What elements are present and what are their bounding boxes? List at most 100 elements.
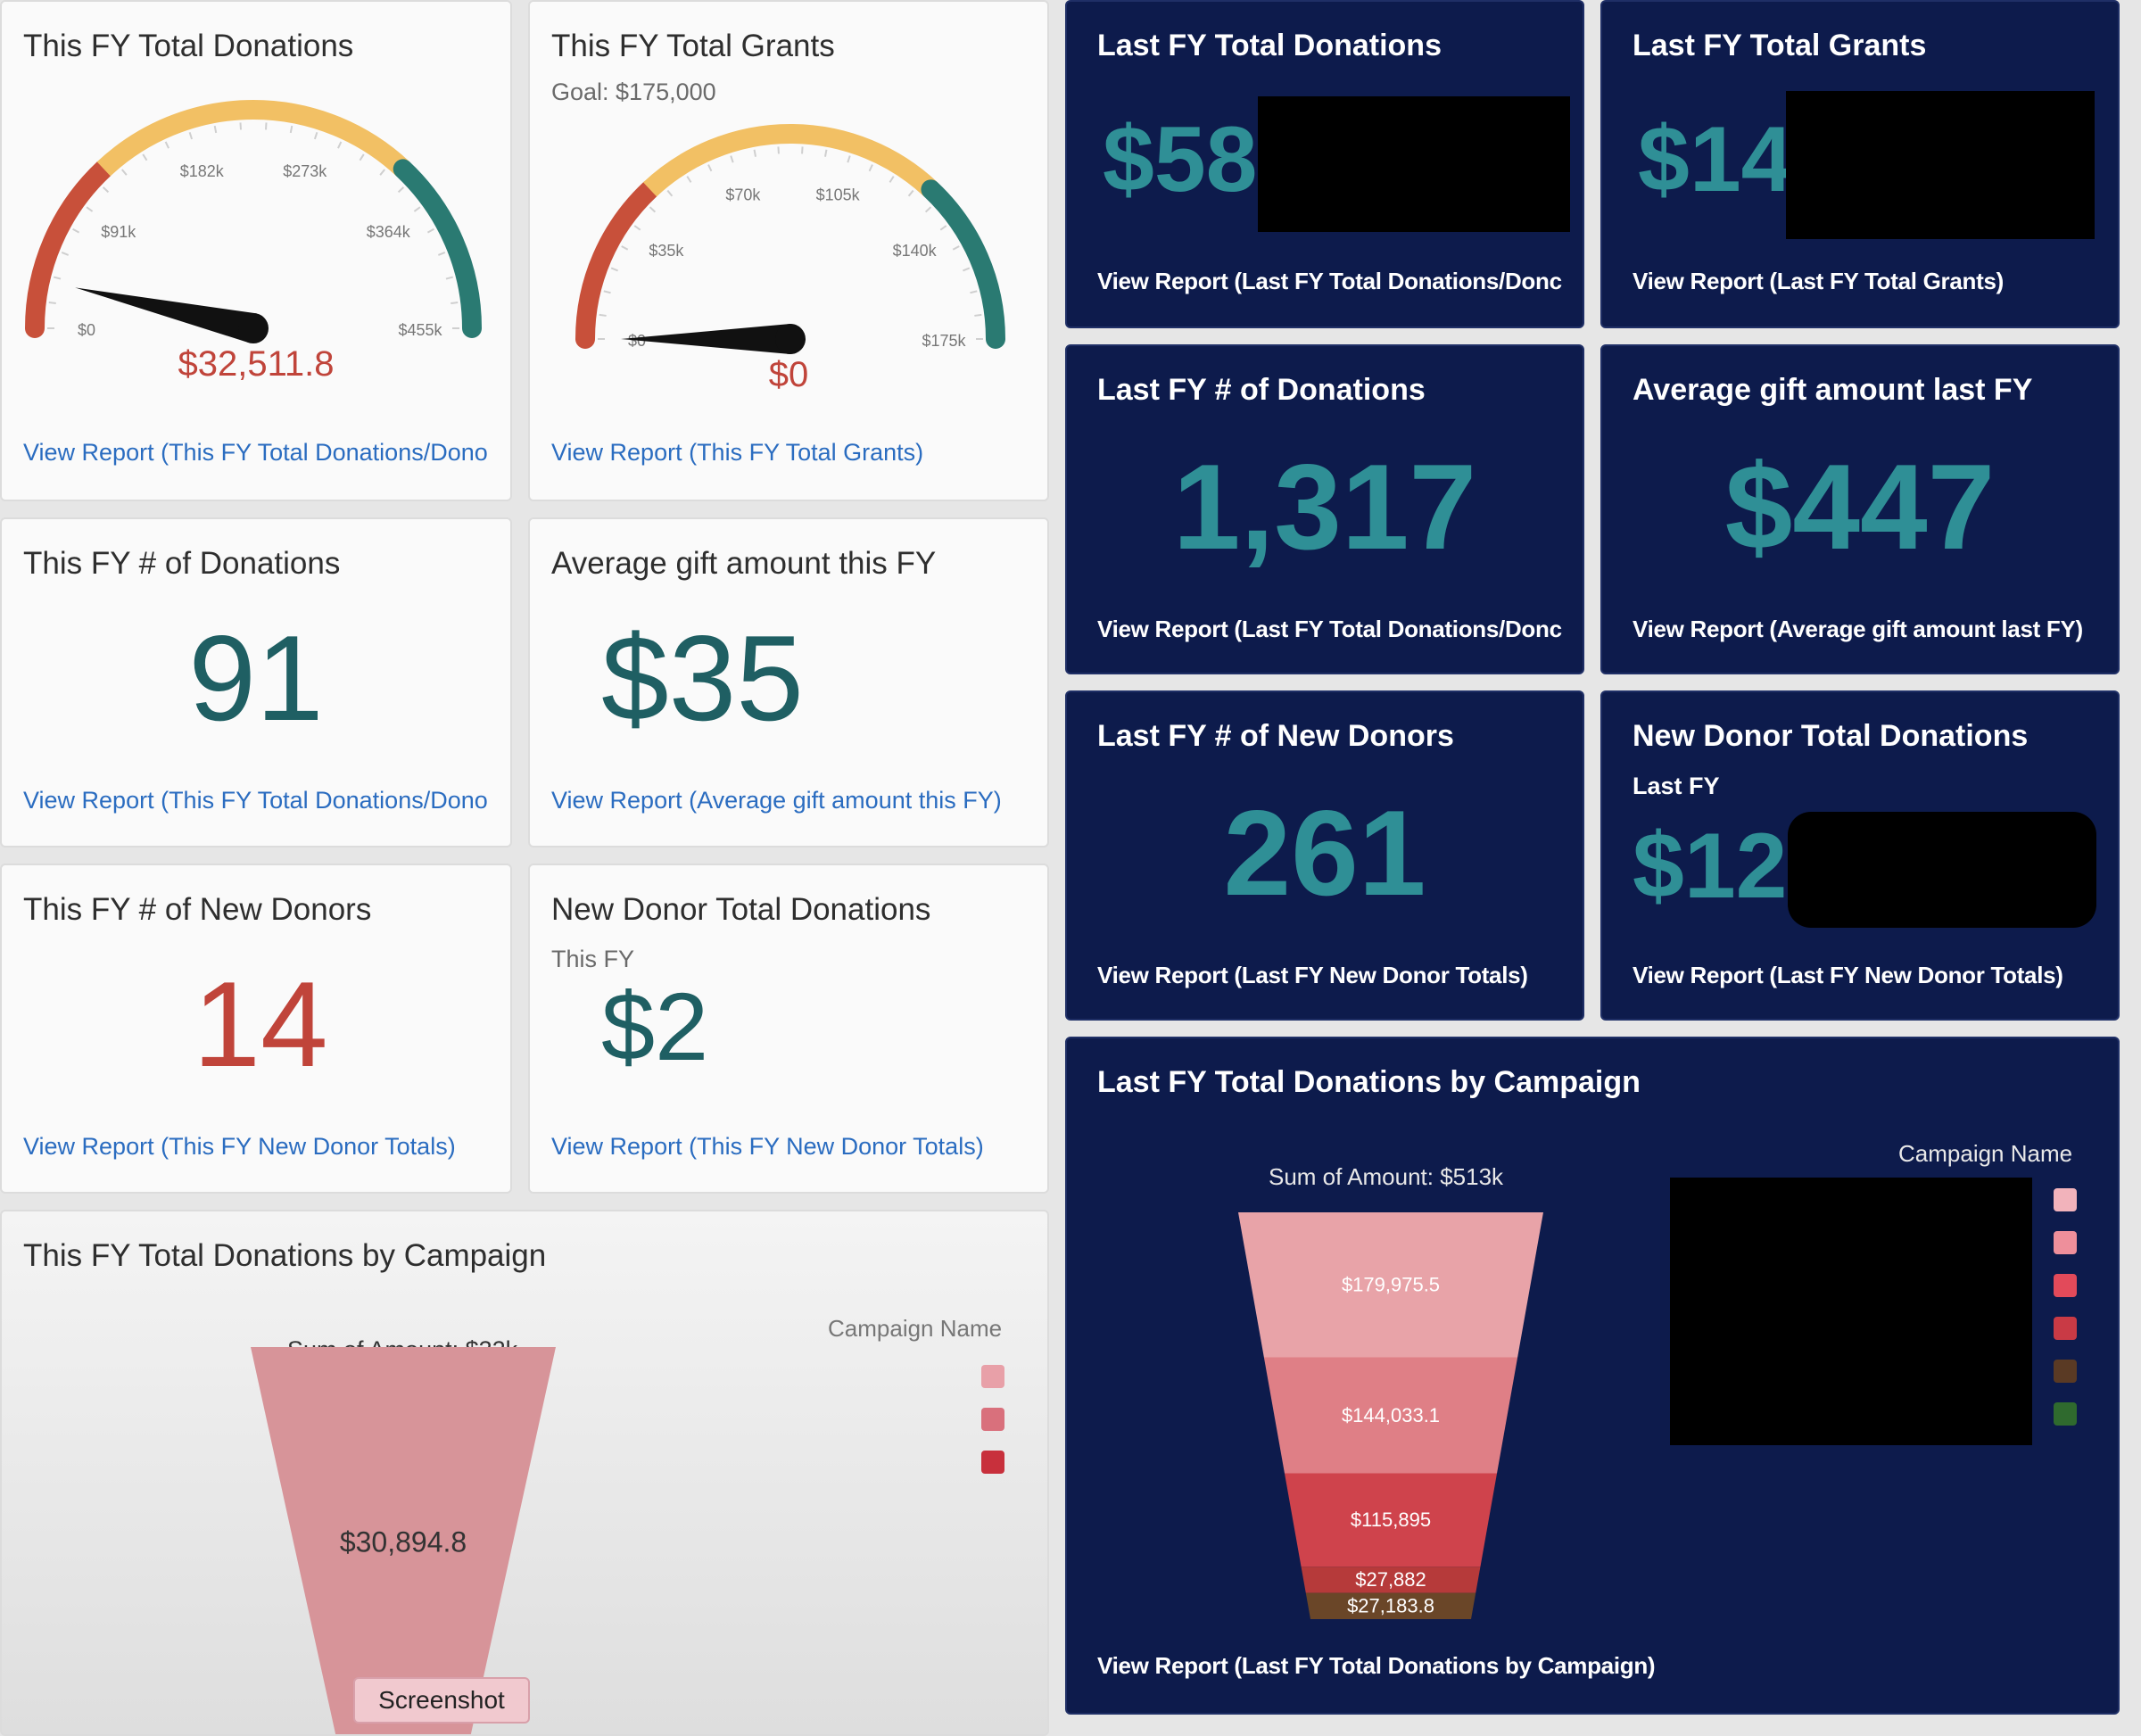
- view-report-link[interactable]: View Report (This FY Total Donations/Don…: [23, 787, 488, 814]
- metric-value: $14: [1638, 108, 1793, 211]
- redaction-box: [1788, 812, 2096, 928]
- gauge-tick: [599, 313, 607, 317]
- gauge-tick-label: $140k: [893, 242, 938, 260]
- gauge-tick-label: $455k: [398, 321, 442, 339]
- metric-value: $12: [1633, 814, 1788, 918]
- legend-title: Campaign Name: [1898, 1140, 2073, 1167]
- gauge-tick: [777, 146, 780, 154]
- card-last-total-donations: Last FY Total Donations $58 View Report …: [1065, 0, 1584, 328]
- gauge-tick: [188, 131, 194, 140]
- funnel-segment-label: $27,882: [1355, 1568, 1426, 1591]
- card-fy-total-donations: This FY Total Donations $0 $91k $182k $273k…: [0, 0, 512, 501]
- legend-swatch[interactable]: [2054, 1402, 2077, 1426]
- view-report-link[interactable]: View Report (This FY Total Donations/Don…: [23, 439, 488, 466]
- gauge-tick: [102, 186, 110, 194]
- legend-swatch[interactable]: [981, 1408, 1004, 1431]
- gauge-tick: [730, 155, 734, 163]
- card-title: Average gift amount last FY: [1633, 373, 2033, 407]
- funnel-segment[interactable]: [1284, 1473, 1498, 1567]
- legend-swatch[interactable]: [2054, 1274, 2077, 1297]
- gauge-tick: [451, 302, 459, 305]
- card-last-num-donations: Last FY # of Donations 1,317 View Report…: [1065, 344, 1584, 674]
- gauge-tick: [847, 155, 851, 163]
- gauge-tick: [61, 252, 70, 256]
- gauge-tick-label: $182k: [180, 162, 225, 180]
- card-title: Last FY # of Donations: [1097, 373, 1426, 407]
- view-report-link[interactable]: View Report (Average gift amount this FY…: [551, 787, 1002, 814]
- card-title: Last FY Total Grants: [1633, 29, 1927, 62]
- funnel-segment[interactable]: [251, 1347, 556, 1736]
- gauge-tick: [54, 276, 62, 280]
- gauge-tick: [142, 153, 148, 161]
- view-report-link[interactable]: View Report (This FY New Donor Totals): [23, 1133, 456, 1160]
- gauge-band: [643, 124, 938, 197]
- gauge-tick: [120, 169, 128, 176]
- gauge-tick-label: $70k: [725, 186, 761, 203]
- funnel-segment[interactable]: [1263, 1357, 1518, 1474]
- gauge-tick: [666, 189, 674, 197]
- legend-swatch[interactable]: [981, 1365, 1004, 1388]
- gauge-tick-label: $0: [628, 332, 646, 350]
- metric-value: $58: [1103, 108, 1258, 211]
- funnel-segment[interactable]: [1301, 1567, 1481, 1593]
- gauge-tick: [239, 122, 242, 130]
- gauge-tick: [72, 227, 80, 234]
- legend-swatch[interactable]: [2054, 1360, 2077, 1383]
- view-report-link[interactable]: View Report (Last FY Total Donations/Don…: [1097, 616, 1562, 642]
- gauge-tick: [337, 141, 343, 149]
- view-report-link[interactable]: View Report (This FY Total Grants): [551, 439, 924, 466]
- gauge-needle: [75, 287, 257, 343]
- card-last-new-donor-total: New Donor Total Donations Last FY $12 Vi…: [1600, 690, 2120, 1021]
- funnel-segment-label: $144,033.1: [1342, 1404, 1440, 1426]
- gauge-tick: [939, 225, 947, 231]
- gauge-tick: [868, 164, 873, 172]
- gauge-tick: [603, 290, 611, 294]
- legend-swatch[interactable]: [2054, 1231, 2077, 1254]
- gauge-tick-label: $175k: [922, 332, 966, 350]
- metric-value: $447: [1724, 439, 1996, 575]
- gauge-tick: [445, 276, 453, 280]
- legend-swatch[interactable]: [2054, 1188, 2077, 1211]
- gauge-tick: [621, 245, 629, 251]
- funnel-segment[interactable]: [1238, 1212, 1543, 1358]
- metric-value: $2: [601, 972, 709, 1080]
- funnel-segment[interactable]: [1305, 1592, 1476, 1619]
- view-report-link[interactable]: View Report (Last FY Total Donations by …: [1097, 1652, 1656, 1679]
- gauge-tick: [633, 225, 641, 231]
- funnel-segment-label: $115,895: [1351, 1509, 1431, 1531]
- gauge-tick-label: $91k: [101, 223, 136, 241]
- card-title: This FY # of New Donors: [23, 892, 372, 927]
- gauge-tick: [963, 267, 971, 272]
- card-title: New Donor Total Donations: [1633, 719, 2029, 753]
- view-report-link[interactable]: View Report (Last FY New Donor Totals): [1097, 962, 1528, 988]
- gauge-band: [921, 179, 1005, 349]
- gauge-tick: [437, 252, 446, 256]
- card-title: Last FY Total Donations by Campaign: [1097, 1065, 1641, 1099]
- gauge-tick: [753, 149, 757, 157]
- legend-redaction-box: [1670, 1178, 2032, 1445]
- gauge-band: [393, 159, 482, 338]
- view-report-link[interactable]: View Report (Average gift amount last FY…: [1633, 616, 2083, 642]
- card-subtitle: Last FY: [1633, 773, 1720, 799]
- legend-swatch[interactable]: [981, 1451, 1004, 1474]
- view-report-link[interactable]: View Report (Last FY Total Donations/Don…: [1097, 268, 1562, 294]
- screenshot-button[interactable]: Screenshot: [353, 1677, 530, 1724]
- view-report-link[interactable]: View Report (This FY New Donor Totals): [551, 1133, 984, 1160]
- gauge-tick: [289, 125, 293, 134]
- gauge-value: $0: [768, 355, 809, 394]
- view-report-link[interactable]: View Report (Last FY Total Grants): [1633, 268, 2004, 294]
- card-fy-avg-gift: Average gift amount this FY $35 View Rep…: [528, 517, 1049, 847]
- gauge-band: [96, 100, 410, 177]
- card-fy-num-donations: This FY # of Donations 91 View Report (T…: [0, 517, 512, 847]
- legend-title: Campaign Name: [828, 1315, 1003, 1342]
- card-title: New Donor Total Donations: [551, 892, 931, 927]
- legend-swatch[interactable]: [2054, 1317, 2077, 1340]
- gauge-tick: [707, 164, 713, 172]
- view-report-link[interactable]: View Report (Last FY New Donor Totals): [1633, 962, 2063, 988]
- gauge-needle-hub: [238, 313, 269, 343]
- redaction-box: [1258, 96, 1570, 232]
- gauge-fy-grants: $0 $35k $70k $105k $140k $175k: [575, 124, 1005, 354]
- gauge-tick: [213, 125, 218, 134]
- card-title: This FY Total Grants: [551, 29, 835, 63]
- funnel-segment-label: $30,894.8: [340, 1526, 467, 1558]
